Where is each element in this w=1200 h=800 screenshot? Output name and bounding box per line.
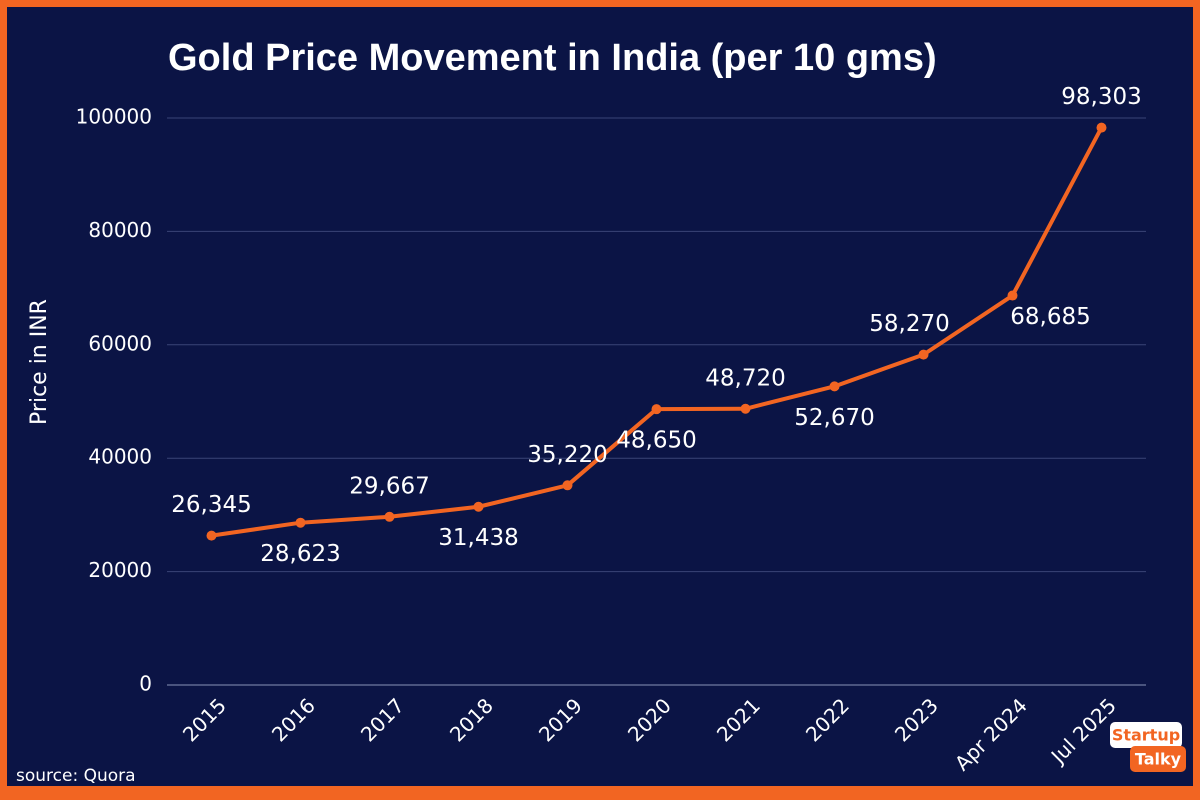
y-tick-label: 20000 [88, 558, 152, 582]
y-tick-label: 80000 [88, 218, 152, 242]
value-label: 48,720 [705, 365, 785, 391]
logo: Startup Talky [1110, 722, 1186, 772]
point [740, 403, 751, 414]
logo-box [1130, 746, 1186, 772]
point [829, 381, 840, 392]
y-tick-label: 60000 [88, 331, 152, 355]
y-tick-label: 40000 [88, 445, 152, 469]
value-label: 35,220 [527, 442, 607, 468]
value-label: 29,667 [349, 473, 429, 499]
value-label: 58,270 [869, 311, 949, 337]
source: source: Quora [16, 766, 136, 786]
point [651, 404, 662, 415]
chart-title: Gold Price Movement in India (per 10 gms… [168, 37, 937, 79]
point [1096, 122, 1107, 133]
point [384, 511, 395, 522]
background [7, 7, 1193, 786]
logo-text: Startup [1112, 726, 1180, 745]
point [473, 501, 484, 512]
value-label: 26,345 [171, 492, 251, 518]
value-label: 98,303 [1061, 84, 1141, 110]
value-label: 52,670 [794, 405, 874, 431]
value-label: 28,623 [260, 541, 340, 567]
point [295, 517, 306, 528]
point [562, 480, 573, 491]
y-tick-label: 100000 [76, 105, 152, 129]
y-axis-label: Price in INR [27, 299, 52, 425]
point [918, 349, 929, 360]
logo-text: Talky [1135, 750, 1182, 769]
y-tick-label: 0 [139, 672, 152, 696]
point [206, 530, 217, 541]
point [1007, 290, 1018, 301]
value-label: 68,685 [1010, 304, 1090, 330]
logo-box [1110, 722, 1182, 748]
value-label: 31,438 [438, 525, 518, 551]
value-label: 48,650 [616, 428, 696, 454]
